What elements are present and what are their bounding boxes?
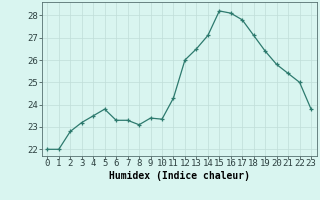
X-axis label: Humidex (Indice chaleur): Humidex (Indice chaleur): [109, 171, 250, 181]
